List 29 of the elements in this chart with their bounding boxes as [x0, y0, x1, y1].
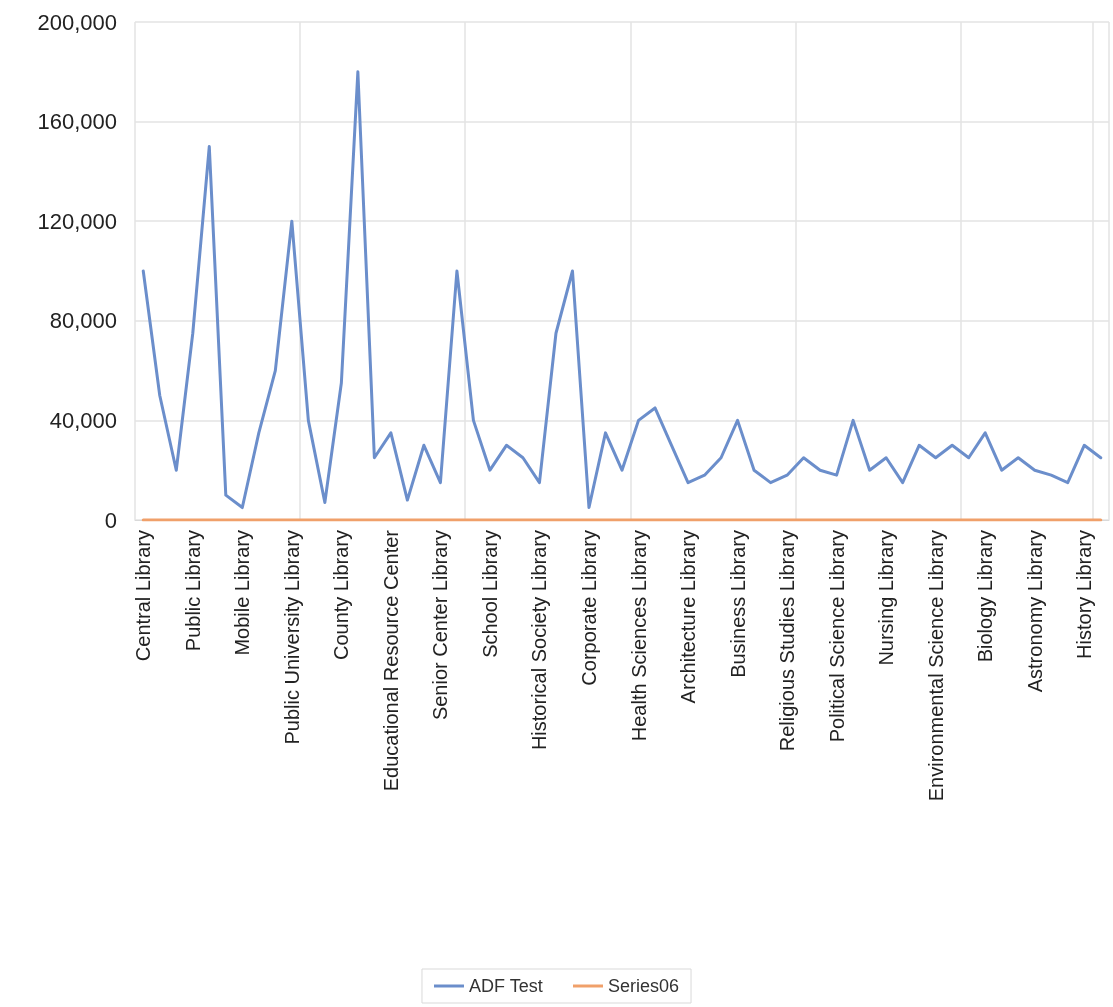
x-tick-label: County Library	[330, 530, 353, 661]
x-tick-label: Public University Library	[280, 530, 303, 745]
x-tick-label: Environmental Science Library	[924, 530, 947, 802]
x-tick-label: Nursing Library	[875, 530, 898, 666]
x-tick-label: Health Sciences Library	[627, 530, 650, 742]
x-tick-label: Public Library	[181, 530, 204, 652]
legend-label: ADF Test	[468, 976, 543, 996]
line-series	[141, 70, 1103, 510]
x-tick-label: Educational Resource Center	[379, 529, 402, 792]
x-tick-label: Political Science Library	[825, 530, 848, 743]
x-tick-label: Biology Library	[974, 530, 997, 663]
y-tick-label: 160,000	[37, 109, 117, 135]
y-tick-label: 80,000	[49, 308, 117, 334]
y-tick-label: 40,000	[49, 407, 117, 433]
y-tick-label: 120,000	[37, 208, 117, 234]
x-tick-label: Central Library	[132, 530, 155, 662]
x-tick-label: Corporate Library	[577, 530, 600, 686]
x-tick-label: Architecture Library	[677, 530, 700, 704]
x-tick-label: Business Library	[726, 530, 749, 678]
x-tick-label: Historical Society Library	[528, 530, 551, 751]
x-tick-label: Religious Studies Library	[776, 530, 799, 752]
x-tick-label: Senior Center Library	[429, 530, 452, 721]
x-tick-label: History Library	[1073, 530, 1096, 659]
x-tick-label: Astronomy Library	[1023, 530, 1046, 693]
y-tick-label: 0	[104, 507, 117, 533]
legend-label: Series06	[607, 976, 680, 996]
x-tick-label: School Library	[478, 530, 501, 658]
x-tick-label: Mobile Library	[231, 530, 254, 656]
y-tick-label: 200,000	[37, 9, 117, 35]
